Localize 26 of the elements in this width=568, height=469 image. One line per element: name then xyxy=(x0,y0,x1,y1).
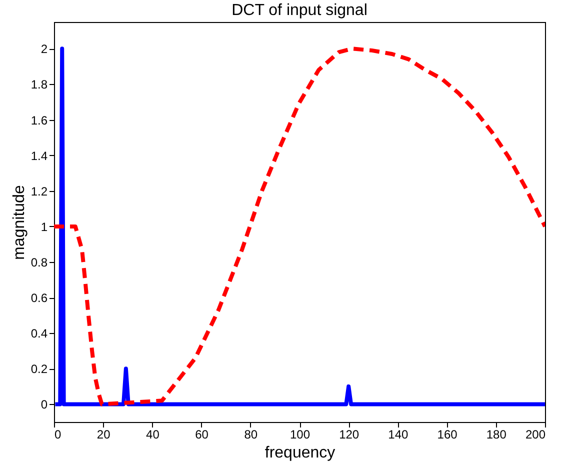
y-tick-label: 1.4 xyxy=(30,148,48,163)
y-tick-label: 1.2 xyxy=(30,184,48,198)
x-tick-label: 120 xyxy=(339,428,360,442)
x-tick-label: 160 xyxy=(437,428,458,442)
y-tick-label: 0 xyxy=(40,398,48,412)
x-tick-label: 40 xyxy=(146,428,160,442)
x-tick-label: 140 xyxy=(388,428,409,442)
x-axis-title: frequency xyxy=(264,444,336,462)
x-tick-label: 180 xyxy=(486,428,507,442)
y-tick-label: 0.8 xyxy=(30,256,48,270)
chart-title: DCT of input signal xyxy=(232,2,368,19)
y-tick-label: 0.6 xyxy=(30,291,48,306)
x-tick-label: 80 xyxy=(244,428,258,442)
y-tick-label: 1.8 xyxy=(30,78,48,92)
y-tick-label: 1 xyxy=(40,220,48,234)
x-tick-label: 100 xyxy=(290,428,310,442)
x-tick-label: 20 xyxy=(96,428,111,442)
y-tick-label: 0.4 xyxy=(30,326,48,341)
x-tick-label: 60 xyxy=(195,428,209,442)
y-tick-label: 0.2 xyxy=(30,362,48,376)
y-axis-title: magnitude xyxy=(10,185,28,260)
x-tick-label: 200 xyxy=(525,428,546,442)
x-tick-label: 0 xyxy=(54,428,62,442)
line-series xyxy=(54,46,545,406)
y-tick-label: 1.6 xyxy=(30,113,48,128)
y-tick-label: 2 xyxy=(40,42,48,56)
